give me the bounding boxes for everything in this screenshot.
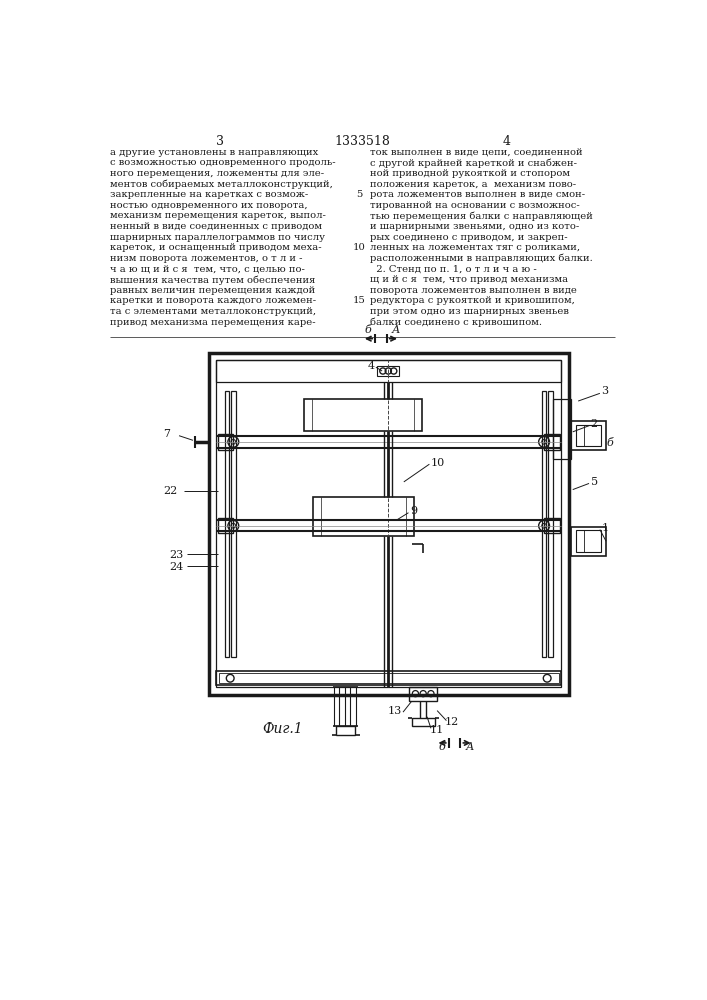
Text: б: б	[438, 742, 445, 752]
Bar	[304, 399, 421, 431]
Text: тью перемещения балки с направляющей: тью перемещения балки с направляющей	[370, 211, 592, 221]
Text: ч а ю щ и й с я  тем, что, с целью по-: ч а ю щ и й с я тем, что, с целью по-	[110, 265, 305, 274]
Text: 9: 9	[410, 506, 417, 516]
Bar	[313, 497, 414, 536]
Bar	[548, 391, 553, 657]
Text: ненный в виде соединенных с приводом: ненный в виде соединенных с приводом	[110, 222, 322, 231]
Text: 24: 24	[170, 562, 184, 572]
Text: 10: 10	[431, 458, 445, 468]
Bar	[218, 434, 233, 450]
Text: А: А	[392, 325, 400, 335]
Text: А: А	[465, 742, 474, 752]
Text: 23: 23	[170, 550, 184, 560]
Text: Фиг.1: Фиг.1	[262, 722, 303, 736]
Text: балки соединено с кривошипом.: балки соединено с кривошипом.	[370, 318, 542, 327]
Text: 2: 2	[590, 419, 597, 429]
Text: 10: 10	[354, 243, 366, 252]
Text: механизм перемещения кареток, выпол-: механизм перемещения кареток, выпол-	[110, 211, 326, 220]
Text: ностью одновременного их поворота,: ностью одновременного их поворота,	[110, 201, 308, 210]
Text: б: б	[365, 325, 371, 335]
Text: 7: 7	[163, 429, 170, 439]
Text: расположенными в направляющих балки.: расположенными в направляющих балки.	[370, 254, 592, 263]
Bar	[542, 391, 547, 657]
Text: 15: 15	[354, 296, 366, 305]
Text: каретки и поворота каждого ложемен-: каретки и поворота каждого ложемен-	[110, 296, 316, 305]
Text: 4: 4	[367, 361, 374, 371]
Text: редуктора с рукояткой и кривошипом,: редуктора с рукояткой и кривошипом,	[370, 296, 575, 305]
Text: 1333518: 1333518	[334, 135, 390, 148]
Text: та с элементами металлоконструкций,: та с элементами металлоконструкций,	[110, 307, 316, 316]
Bar	[544, 434, 559, 450]
Text: равных величин перемещения каждой: равных величин перемещения каждой	[110, 286, 315, 295]
Text: привод механизма перемещения каре-: привод механизма перемещения каре-	[110, 318, 316, 327]
Bar	[337, 726, 355, 735]
Text: вышения качества путем обеспечения: вышения качества путем обеспечения	[110, 275, 315, 285]
Text: 2. Стенд по п. 1, о т л и ч а ю -: 2. Стенд по п. 1, о т л и ч а ю -	[370, 265, 537, 274]
Text: тированной на основании с возможнос-: тированной на основании с возможнос-	[370, 201, 580, 210]
Text: ного перемещения, ложементы для эле-: ного перемещения, ложементы для эле-	[110, 169, 325, 178]
Text: и шарнирными звеньями, одно из кото-: и шарнирными звеньями, одно из кото-	[370, 222, 579, 231]
Text: 13: 13	[387, 706, 402, 716]
Text: с возможностью одновременного продоль-: с возможностью одновременного продоль-	[110, 158, 336, 167]
Text: низм поворота ложементов, о т л и -: низм поворота ложементов, о т л и -	[110, 254, 303, 263]
Text: 3: 3	[602, 386, 609, 396]
Bar	[231, 391, 235, 657]
Text: 3: 3	[216, 135, 224, 148]
Text: рота ложементов выполнен в виде смон-: рота ложементов выполнен в виде смон-	[370, 190, 585, 199]
Text: 12: 12	[445, 717, 459, 727]
Bar	[571, 421, 606, 450]
Text: положения кареток, а  механизм пово-: положения кареток, а механизм пово-	[370, 180, 575, 189]
Text: 1: 1	[602, 523, 609, 533]
Text: ментов собираемых металлоконструкций,: ментов собираемых металлоконструкций,	[110, 180, 333, 189]
Bar	[571, 527, 606, 556]
Text: рых соединено с приводом, и закреп-: рых соединено с приводом, и закреп-	[370, 233, 567, 242]
Bar	[218, 518, 233, 533]
Bar	[411, 718, 435, 726]
Text: 11: 11	[429, 725, 443, 735]
Text: б: б	[606, 438, 613, 448]
Text: закрепленные на каретках с возмож-: закрепленные на каретках с возмож-	[110, 190, 308, 199]
Bar	[216, 671, 561, 685]
Bar	[209, 353, 569, 695]
Text: а другие установлены в направляющих: а другие установлены в направляющих	[110, 148, 318, 157]
Text: при этом одно из шарнирных звеньев: при этом одно из шарнирных звеньев	[370, 307, 568, 316]
Bar	[218, 673, 559, 683]
Bar	[216, 360, 561, 687]
Bar	[575, 530, 602, 552]
Bar	[378, 366, 399, 376]
Text: кареток, и оснащенный приводом меха-: кареток, и оснащенный приводом меха-	[110, 243, 322, 252]
Text: ной приводной рукояткой и стопором: ной приводной рукояткой и стопором	[370, 169, 570, 178]
Text: щ и й с я  тем, что привод механизма: щ и й с я тем, что привод механизма	[370, 275, 568, 284]
Bar	[216, 360, 561, 382]
Bar	[575, 425, 602, 446]
Text: с другой крайней кареткой и снабжен-: с другой крайней кареткой и снабжен-	[370, 158, 577, 168]
Bar	[544, 518, 559, 533]
Text: ленных на ложементах тяг с роликами,: ленных на ложементах тяг с роликами,	[370, 243, 580, 252]
Text: ток выполнен в виде цепи, соединенной: ток выполнен в виде цепи, соединенной	[370, 148, 583, 157]
Bar	[554, 399, 571, 459]
Bar	[409, 687, 437, 701]
Text: 4: 4	[503, 135, 511, 148]
Text: поворота ложементов выполнен в виде: поворота ложементов выполнен в виде	[370, 286, 577, 295]
Bar	[225, 391, 230, 657]
Text: шарнирных параллелограммов по числу: шарнирных параллелограммов по числу	[110, 233, 325, 242]
Text: 5: 5	[356, 190, 363, 199]
Text: 5: 5	[590, 477, 597, 487]
Text: 22: 22	[163, 486, 177, 496]
